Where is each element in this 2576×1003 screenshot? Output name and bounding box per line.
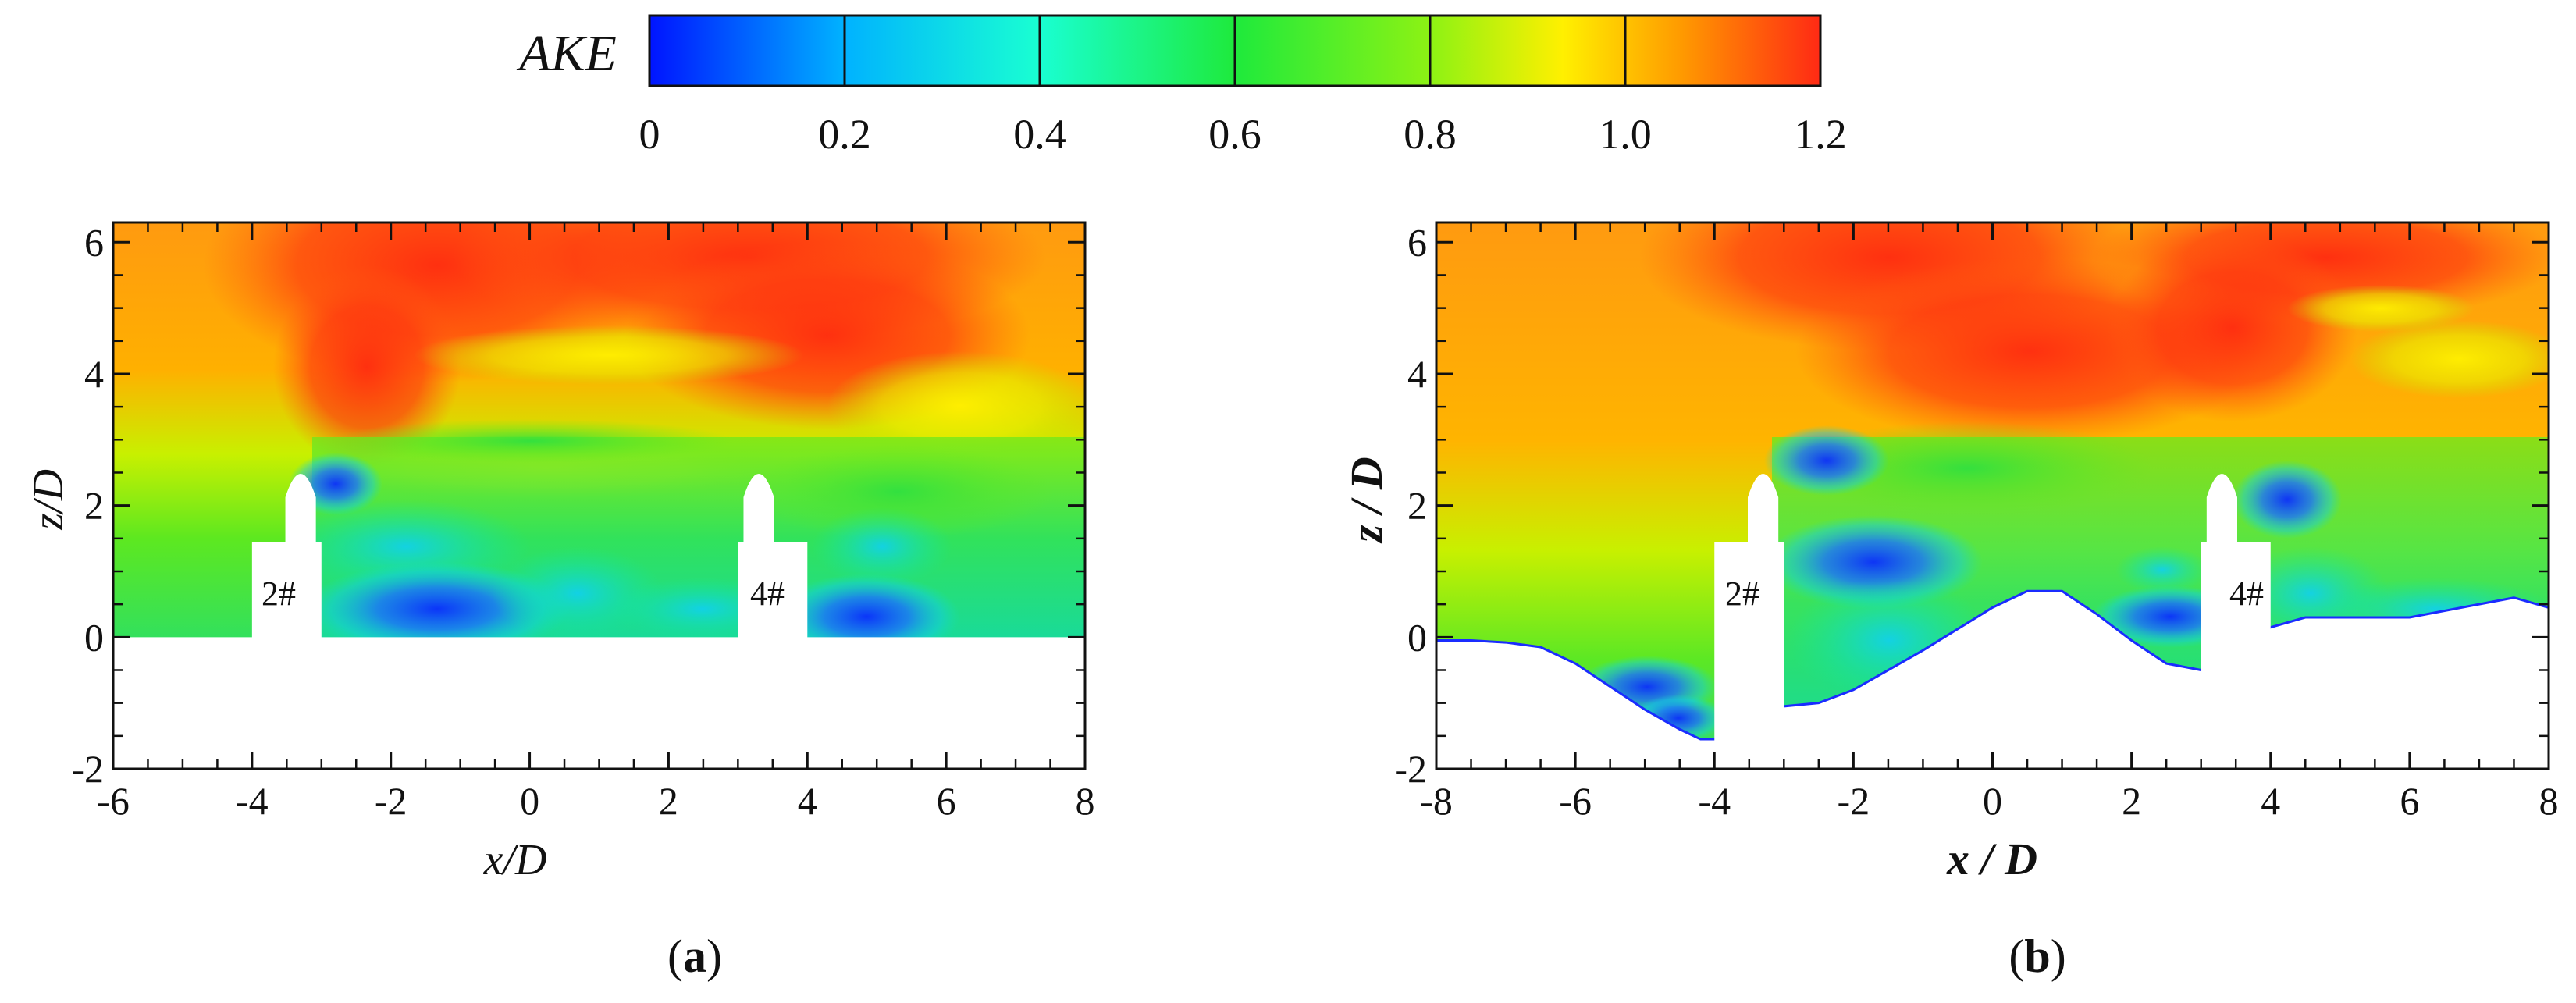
pier-2-a [251,474,322,769]
pier-2-b [1714,474,1784,769]
y-tick-label: 0 [84,615,104,659]
colorbar-ticks: 0 0.2 0.4 0.6 0.8 1.0 1.2 [639,111,1847,158]
x-tick-label: -8 [1420,779,1453,823]
x-tick-label: 4 [2261,779,2280,823]
pier-label-4-a: 4# [750,574,785,613]
y-tick-label: 6 [84,220,104,264]
y-axis-label-b: z / D [1341,457,1392,544]
x-tick-label: -4 [1698,779,1731,823]
y-tick-label: 6 [1407,220,1427,264]
x-tick-label: -2 [1838,779,1870,823]
x-tick-label: 2 [659,779,678,823]
pier-label-4-b: 4# [2229,574,2264,613]
colorbar: AKE 0 0.2 0.4 0.6 0.8 1.0 1.2 [516,14,1847,158]
tick-labels-b: -8 -6 -4 -2 0 2 4 6 8 -2 0 2 4 6 [1394,220,2558,823]
x-tick-label: 2 [2122,779,2141,823]
pier-4-b [2201,474,2271,769]
colorbar-tick-label: 1.2 [1794,111,1847,158]
y-tick-label: 4 [84,352,104,396]
x-tick-label: 8 [1076,779,1095,823]
colorbar-tick-label: 0.8 [1404,111,1457,158]
colorbar-title: AKE [516,25,617,82]
colorbar-dividers [843,16,1627,86]
ticks-a [112,222,1087,770]
x-tick-label: -6 [1559,779,1592,823]
colorbar-tick-label: 0 [639,111,660,158]
x-tick-label: 6 [937,779,956,823]
colorbar-tick-label: 0.2 [818,111,871,158]
colorbar-tick-label: 0.4 [1013,111,1066,158]
y-tick-label: -2 [71,747,104,791]
x-tick-label: -2 [375,779,407,823]
pier-label-2-a: 2# [262,574,296,613]
y-tick-label: 2 [1407,484,1427,528]
bed-profile-line-b [1436,589,2549,741]
x-tick-label: -4 [236,779,269,823]
panel-label-b: (b) [2008,930,2065,982]
x-tick-label: 0 [520,779,539,823]
y-tick-label: -2 [1394,747,1427,791]
y-tick-label: 2 [84,484,104,528]
x-tick-label: 8 [2539,779,2559,823]
tick-labels-a: -6 -4 -2 0 2 4 6 8 -2 0 2 4 6 [71,220,1094,823]
x-axis-label-b: x / D [1946,834,2037,884]
bed-region-a [113,637,1085,769]
y-axis-label-a: z/D [24,469,73,531]
ticks-b [1435,222,2550,770]
panel-a: -6 -4 -2 0 2 4 6 8 -2 0 2 4 6 x/D z/D 2# 4# (a) [24,220,1095,982]
x-tick-label: 0 [1983,779,2002,823]
colorbar-tick-label: 1.0 [1599,111,1652,158]
panel-label-a: (a) [667,930,722,982]
x-tick-label: -6 [97,779,130,823]
y-tick-label: 0 [1407,615,1427,659]
x-tick-label: 6 [2400,779,2419,823]
pier-label-2-b: 2# [1725,574,1759,613]
panel-b: -8 -6 -4 -2 0 2 4 6 8 -2 0 2 4 6 x / D z / D 2# 4# (b… [1341,220,2559,982]
pier-4-a [738,474,808,769]
colorbar-tick-label: 0.6 [1208,111,1261,158]
y-tick-label: 4 [1407,352,1427,396]
x-axis-label-a: x/D [483,836,547,884]
x-tick-label: 4 [798,779,817,823]
